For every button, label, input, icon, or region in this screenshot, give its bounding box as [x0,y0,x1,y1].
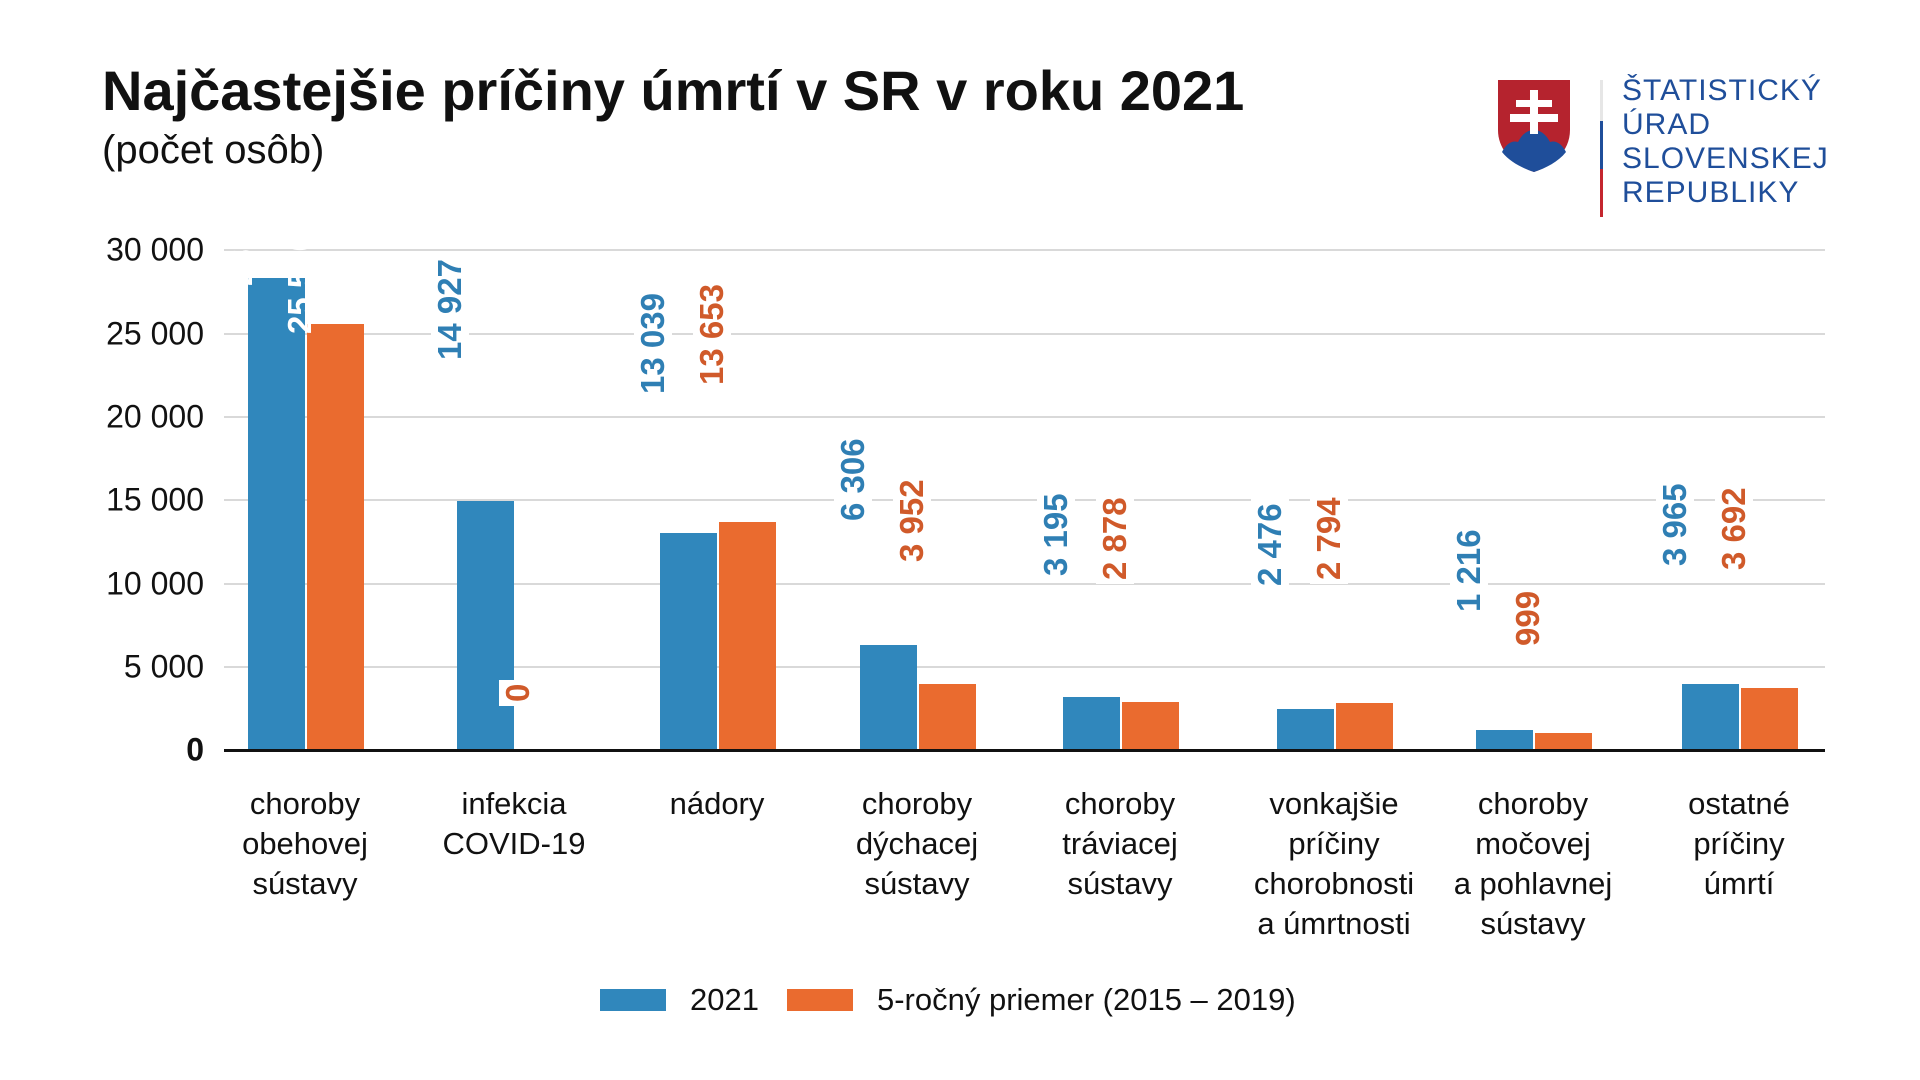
chart-title: Najčastejšie príčiny úmrtí v SR v roku 2… [102,59,1245,122]
bar-value-label: 2 476 [1251,499,1289,590]
y-tick: 25 000 [106,315,204,352]
bar-2021[interactable] [1476,730,1533,750]
bar-2021[interactable] [457,501,514,750]
legend-swatch-orange [786,989,853,1011]
bar-2021[interactable] [1063,697,1120,750]
gridline [224,249,1825,251]
bar-value-label: 3 965 [1656,479,1694,570]
bar-value-label: 2 794 [1310,493,1348,584]
x-category-label: infekcia COVID-19 [442,786,586,861]
bar-value-label: 3 692 [1715,483,1753,574]
gridline [224,583,1825,585]
legend-swatch-blue [600,989,666,1011]
bar-value-label: 3 195 [1037,489,1075,580]
bar-value-label: 13 653 [693,280,731,389]
y-tick: 15 000 [106,481,204,518]
bar-avg[interactable] [307,324,364,750]
x-category-label: choroby močovej a pohlavnej sústavy [1453,786,1613,941]
bar-value-label: 2 878 [1096,493,1134,584]
bar-value-label: 6 306 [834,434,872,525]
x-category-label: choroby tráviacej sústavy [1062,786,1178,901]
bar-value-label: 13 039 [634,289,672,398]
gridline [224,499,1825,501]
bar-2021[interactable] [1682,684,1739,750]
slovak-coat-of-arms-icon [1498,80,1570,172]
x-category-label: nádory [669,786,765,821]
chart-subtitle: (počet osôb) [102,128,325,172]
bar-avg[interactable] [1122,702,1179,750]
y-tick: 30 000 [106,231,204,268]
bar-value-label: 0 [499,679,537,706]
bar-avg[interactable] [719,522,776,750]
x-category-label: vonkajšie príčiny chorobnosti a úmrtnost… [1253,786,1415,941]
logo-org-name: ŠTATISTICKÝ ÚRAD SLOVENSKEJ REPUBLIKY [1622,74,1829,209]
x-category-label: choroby obehovej sústavy [242,786,368,901]
x-axis-line [224,749,1825,752]
bar-2021[interactable] [860,645,917,750]
bar-2021[interactable] [248,278,305,750]
bar-avg[interactable] [1741,688,1798,750]
bar-avg[interactable] [1535,733,1592,750]
logo-divider [1600,80,1603,217]
y-tick: 10 000 [106,565,204,602]
statistical-office-logo: ŠTATISTICKÝ ÚRAD SLOVENSKEJ REPUBLIKY [1490,70,1830,220]
chart-legend: 2021 5-ročný priemer (2015 – 2019) [600,980,1324,1020]
bar-2021[interactable] [1277,709,1334,750]
bar-value-label: 25 556 [281,233,318,334]
bar-value-label: 14 927 [431,255,469,364]
bar-value-label: 28 337 [222,185,259,286]
legend-item-2021[interactable]: 2021 [600,982,759,1018]
bar-value-label: 999 [1509,586,1547,650]
legend-item-average[interactable]: 5-ročný priemer (2015 – 2019) [786,982,1296,1018]
bar-avg[interactable] [1336,703,1393,750]
y-tick: 0 [186,731,204,768]
bar-value-label: 3 952 [893,475,931,566]
y-tick: 5 000 [123,648,204,685]
bar-2021[interactable] [660,533,717,750]
gridline [224,333,1825,335]
x-category-label: choroby dýchacej sústavy [855,786,979,901]
bar-value-label: 1 216 [1450,525,1488,616]
bar-avg[interactable] [919,684,976,750]
y-tick: 20 000 [106,398,204,435]
x-category-label: ostatné príčiny úmrtí [1688,786,1790,901]
gridline [224,416,1825,418]
gridline [224,666,1825,668]
